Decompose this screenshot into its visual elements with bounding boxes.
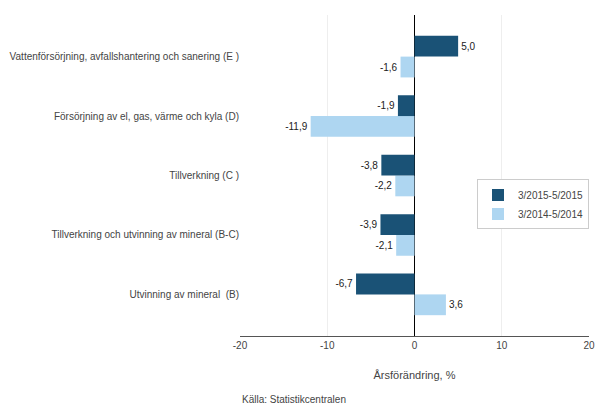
svg-text:5,0: 5,0 bbox=[461, 41, 475, 52]
svg-text:Vattenförsörjning, avfallshant: Vattenförsörjning, avfallshantering och … bbox=[10, 51, 239, 62]
svg-text:10: 10 bbox=[496, 340, 508, 351]
svg-text:Tillverkning (C ): Tillverkning (C ) bbox=[169, 170, 239, 181]
svg-text:Källa: Statistikcentralen: Källa: Statistikcentralen bbox=[242, 394, 346, 405]
svg-text:0: 0 bbox=[412, 340, 418, 351]
svg-text:-2,1: -2,1 bbox=[376, 240, 394, 251]
svg-text:-1,6: -1,6 bbox=[380, 62, 398, 73]
svg-text:-11,9: -11,9 bbox=[285, 121, 307, 132]
svg-text:-10: -10 bbox=[320, 340, 335, 351]
svg-text:3/2014-5/2014: 3/2014-5/2014 bbox=[518, 209, 583, 220]
svg-text:-3,9: -3,9 bbox=[360, 219, 378, 230]
svg-text:3,6: 3,6 bbox=[449, 299, 463, 310]
svg-text:3/2015-5/2015: 3/2015-5/2015 bbox=[518, 190, 583, 201]
svg-text:Årsförändring, %: Årsförändring, % bbox=[374, 369, 456, 381]
svg-text:-3,8: -3,8 bbox=[361, 160, 379, 171]
svg-text:Utvinning av mineral (B): Utvinning av mineral (B) bbox=[130, 289, 239, 300]
svg-text:20: 20 bbox=[583, 340, 595, 351]
svg-text:-1,9: -1,9 bbox=[377, 100, 395, 111]
svg-text:-2,2: -2,2 bbox=[375, 180, 393, 191]
svg-text:Tillverkning och utvinning av: Tillverkning och utvinning av mineral (B… bbox=[52, 229, 239, 240]
svg-text:Försörjning av el, gas, värme: Försörjning av el, gas, värme och kyla (… bbox=[54, 111, 239, 122]
svg-text:-20: -20 bbox=[233, 340, 248, 351]
svg-text:-6,7: -6,7 bbox=[335, 278, 353, 289]
